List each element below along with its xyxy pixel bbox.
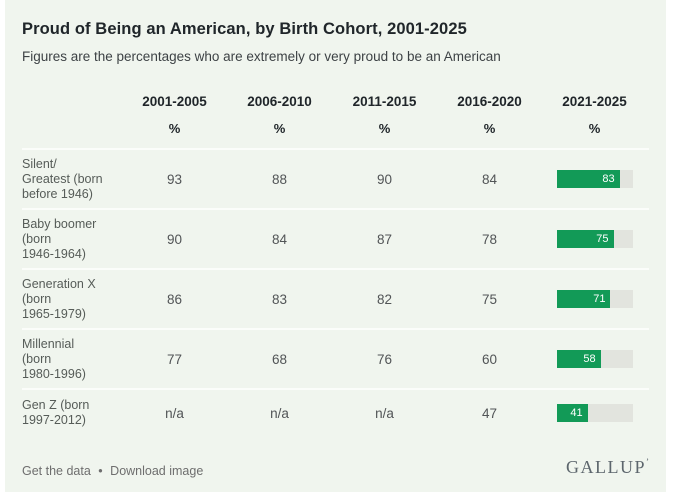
footer-links: Get the data • Download image bbox=[22, 464, 203, 478]
value-cell: 86 bbox=[166, 291, 183, 307]
row-label: Silent/ Greatest (born before 1946) bbox=[22, 156, 103, 201]
table-body: Silent/ Greatest (born before 1946) 93 88 9… bbox=[22, 148, 649, 436]
bar-cell: 75 bbox=[542, 230, 647, 248]
table-row: Millennial (born 1980-1996) 77 68 76 60 58 bbox=[22, 328, 649, 388]
value-cell: 76 bbox=[376, 351, 393, 367]
value-cell: 84 bbox=[271, 231, 288, 247]
row-label: Generation X (born 1965-1979) bbox=[22, 276, 96, 321]
unit-cell: % bbox=[378, 120, 391, 136]
unit-cell: % bbox=[273, 120, 286, 136]
value-cell: 83 bbox=[271, 291, 288, 307]
column-header: 2011-2015 bbox=[352, 93, 417, 109]
row-label: Baby boomer (born 1946-1964) bbox=[22, 216, 97, 261]
unit-spacer bbox=[22, 122, 122, 134]
value-cell: 90 bbox=[376, 171, 393, 187]
chart-subtitle: Figures are the percentages who are extr… bbox=[22, 49, 501, 64]
value-cell: 68 bbox=[271, 351, 288, 367]
bar-cell: 41 bbox=[542, 404, 647, 422]
value-cell: 87 bbox=[376, 231, 393, 247]
table-row: Gen Z (born 1997-2012) n/a n/a n/a 47 41 bbox=[22, 388, 649, 436]
bar-track: 58 bbox=[556, 350, 633, 368]
value-cell: 84 bbox=[481, 171, 498, 187]
value-cell: 60 bbox=[481, 351, 498, 367]
bar-cell: 83 bbox=[542, 170, 647, 188]
value-cell: 88 bbox=[271, 171, 288, 187]
bar-fill: 83 bbox=[556, 170, 620, 188]
footer: Get the data • Download image GALLUP’ bbox=[22, 445, 649, 478]
bar-cell: 58 bbox=[542, 350, 647, 368]
gallup-logo: GALLUP’ bbox=[566, 457, 649, 478]
bar-value: 58 bbox=[583, 353, 596, 365]
unit-cell: % bbox=[168, 120, 181, 136]
chart-title: Proud of Being an American, by Birth Coh… bbox=[22, 20, 467, 38]
table-row: Silent/ Greatest (born before 1946) 93 88 9… bbox=[22, 148, 649, 208]
bar-track: 41 bbox=[556, 404, 633, 422]
download-image-link[interactable]: Download image bbox=[110, 464, 204, 478]
row-label: Gen Z (born 1997-2012) bbox=[22, 398, 90, 427]
value-cell: n/a bbox=[270, 405, 289, 421]
value-cell: 47 bbox=[481, 405, 498, 421]
bar-fill: 41 bbox=[556, 404, 588, 422]
gallup-wordmark: GALLUP bbox=[566, 457, 646, 477]
bar-track: 75 bbox=[556, 230, 633, 248]
value-cell: 78 bbox=[481, 231, 498, 247]
table-header-row: 2001-2005 2006-2010 2011-2015 2016-2020 2021… bbox=[22, 88, 649, 114]
links-separator-dot: • bbox=[98, 464, 103, 478]
bar-value: 83 bbox=[602, 173, 615, 185]
row-label: Millennial (born 1980-1996) bbox=[22, 336, 86, 381]
header-spacer bbox=[22, 95, 122, 107]
column-header: 2021-2025 bbox=[562, 93, 627, 109]
unit-cell: % bbox=[588, 120, 601, 136]
value-cell: n/a bbox=[375, 405, 394, 421]
value-cell: 77 bbox=[166, 351, 183, 367]
column-header: 2006-2010 bbox=[247, 93, 312, 109]
value-cell: 90 bbox=[166, 231, 183, 247]
bar-fill: 71 bbox=[556, 290, 611, 308]
value-cell: n/a bbox=[165, 405, 184, 421]
value-cell: 93 bbox=[166, 171, 183, 187]
bar-fill: 75 bbox=[556, 230, 614, 248]
bar-fill: 58 bbox=[556, 350, 601, 368]
table-unit-row: %%%%% bbox=[22, 114, 649, 142]
unit-cell: % bbox=[483, 120, 496, 136]
bar-value: 71 bbox=[593, 293, 606, 305]
table-row: Generation X (born 1965-1979) 86 83 82 75 71 bbox=[22, 268, 649, 328]
column-header: 2001-2005 bbox=[142, 93, 207, 109]
get-the-data-link[interactable]: Get the data bbox=[22, 464, 91, 478]
bar-track: 71 bbox=[556, 290, 633, 308]
gallup-trademark: ’ bbox=[646, 457, 649, 467]
bar-value: 41 bbox=[570, 407, 583, 419]
value-cell: 75 bbox=[481, 291, 498, 307]
bar-value: 75 bbox=[596, 233, 609, 245]
column-header: 2016-2020 bbox=[457, 93, 522, 109]
chart-card: Proud of Being an American, by Birth Coh… bbox=[5, 0, 666, 492]
bar-track: 83 bbox=[556, 170, 633, 188]
table-row: Baby boomer (born 1946-1964) 90 84 87 78 75 bbox=[22, 208, 649, 268]
value-cell: 82 bbox=[376, 291, 393, 307]
bar-cell: 71 bbox=[542, 290, 647, 308]
